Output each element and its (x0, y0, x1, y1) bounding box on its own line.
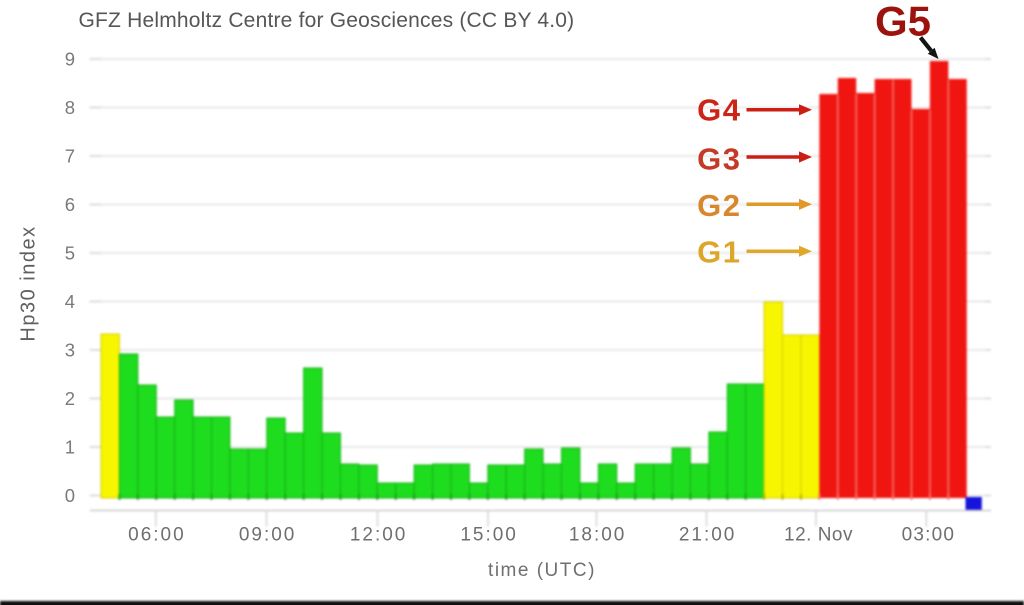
svg-text:G3: G3 (697, 141, 741, 176)
svg-text:4: 4 (65, 291, 75, 312)
svg-text:06:00: 06:00 (128, 525, 186, 546)
svg-text:6: 6 (65, 194, 75, 215)
svg-text:21:00: 21:00 (679, 525, 737, 546)
svg-text:G2: G2 (697, 188, 741, 223)
svg-text:0: 0 (65, 485, 75, 506)
svg-text:9: 9 (65, 49, 75, 70)
svg-text:12:00: 12:00 (350, 525, 408, 546)
svg-text:18:00: 18:00 (569, 525, 627, 546)
svg-text:12. Nov: 12. Nov (784, 525, 853, 546)
svg-text:1: 1 (65, 437, 75, 458)
svg-text:GFZ Helmholtz Centre for Geosc: GFZ Helmholtz Centre for Geosciences (CC… (79, 9, 575, 32)
svg-text:G4: G4 (697, 93, 741, 128)
svg-text:5: 5 (65, 243, 75, 264)
svg-text:15:00: 15:00 (460, 525, 518, 546)
svg-text:2: 2 (65, 388, 75, 409)
svg-text:G1: G1 (697, 234, 741, 269)
svg-text:8: 8 (65, 97, 75, 118)
svg-text:3: 3 (65, 340, 75, 361)
svg-text:Hp30 index: Hp30 index (18, 225, 40, 341)
svg-text:09:00: 09:00 (239, 525, 297, 546)
svg-text:03:00: 03:00 (902, 525, 956, 546)
svg-text:7: 7 (65, 146, 75, 167)
svg-text:time (UTC): time (UTC) (488, 560, 596, 581)
